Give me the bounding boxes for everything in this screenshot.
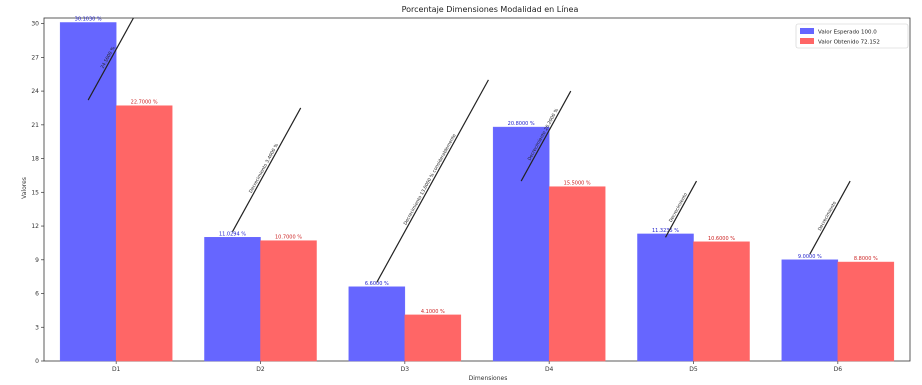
annotation-line-2 [376,79,489,283]
y-tick-label-3: 9 [35,257,39,264]
x-tick-label-4: D5 [689,366,698,373]
x-tick-label-1: D2 [256,366,265,373]
annotation-line-3 [520,90,572,182]
y-tick-label-5: 15 [31,189,39,196]
bars: 30.1030 % 11.0294 % 6.6000 % 20.8000 % 11.32… [59,16,895,362]
x-axis-label: Dimensiones [469,375,508,382]
data-label-s1-2: 4.1000 % [421,309,445,315]
legend-swatch-0 [800,28,814,34]
chart-title: Porcentaje Dimensiones Modalidad en Líne… [402,5,579,14]
y-tick-label-0: 0 [35,358,39,365]
y-tick-label-2: 6 [35,291,39,298]
data-label-s1-4: 10.6000 % [708,236,735,242]
annotation-text-1: Decrecimiento 3.4000 % [248,142,280,194]
data-label-s0-0: 30.1030 % [75,16,102,22]
bar-s1-4 [693,241,750,362]
x-tick-label-2: D3 [401,366,410,373]
annotation-line-4 [664,180,698,238]
annotation-text-5: Decrecimiento [817,200,838,232]
bar-s1-1 [260,240,317,362]
plot-frame [43,17,911,362]
bar-s1-5 [837,261,895,362]
annotation-line-1 [231,107,302,232]
annotation-text-2: Decrecimiento 13.0000 % considerablement… [402,133,457,226]
bar-s0-2 [348,286,406,362]
y-axis-label: Valores [21,177,28,199]
legend: Valor Esperado 100.0 Valor Obtenido 72.15… [795,23,909,49]
bar-s1-3 [548,186,606,362]
y-tick-label-8: 24 [31,88,39,95]
bar-s1-2 [404,314,462,362]
data-label-s0-1: 11.0294 % [219,231,246,237]
y-tick-label-4: 12 [31,223,39,230]
data-label-s1-0: 22.7000 % [131,100,158,106]
axes: 0 3 6 9 12 15 18 21 24 27 30 D1 D2 D3 D4 D5 D6 [31,17,911,373]
bar-s0-4 [637,233,694,362]
legend-label-1: Valor Obtenido 72.152 [818,40,880,46]
x-tick-label-3: D4 [545,366,554,373]
y-tick-label-7: 21 [31,122,39,129]
x-tick-label-0: D1 [112,366,121,373]
bar-s1-0 [115,105,173,362]
legend-swatch-1 [800,38,814,44]
data-label-s1-1: 10.7000 % [275,235,302,241]
x-tick-label-5: D6 [834,366,843,373]
y-tick-label-1: 3 [35,324,39,331]
bar-s0-1 [204,237,261,362]
legend-box [795,23,909,49]
annotation-text-4: Decrecimiento [668,192,689,224]
data-label-s0-3: 20.8000 % [508,121,535,127]
bar-s0-5 [781,259,839,362]
bar-s0-3 [492,126,550,362]
annotation-line-5 [809,180,851,255]
data-label-s0-5: 9.0000 % [798,254,822,260]
y-tick-label-10: 30 [31,21,39,28]
y-tick-label-6: 18 [31,156,39,163]
data-label-s0-4: 11.3235 % [652,228,679,234]
data-label-s0-2: 6.6000 % [365,281,389,287]
data-label-s1-3: 15.5000 % [564,181,591,187]
data-label-s1-5: 8.8000 % [854,256,878,262]
legend-label-0: Valor Esperado 100.0 [818,30,877,36]
y-tick-label-9: 27 [31,54,39,61]
annotation-line-0 [87,17,134,101]
bar-s0-0 [59,22,117,362]
